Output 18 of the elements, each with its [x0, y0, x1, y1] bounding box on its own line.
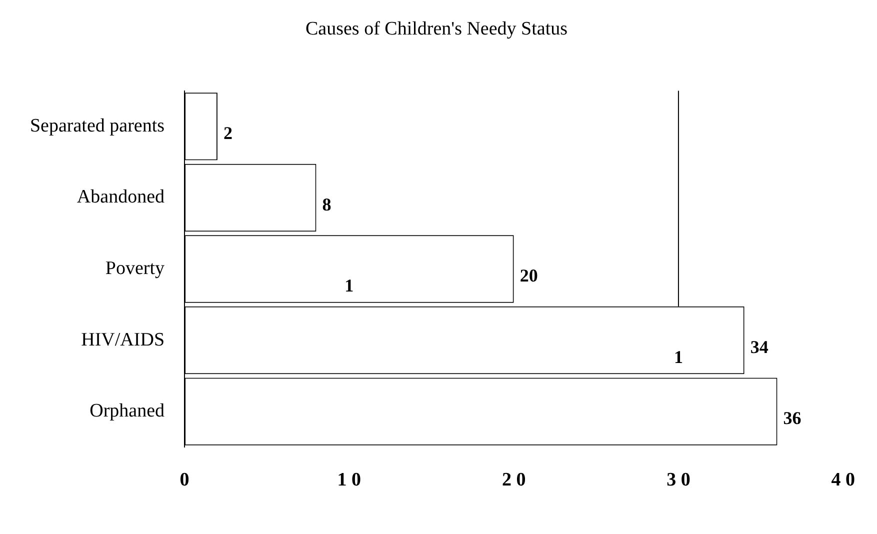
data-label: 2	[223, 123, 232, 144]
x-tick-label: 2 0	[502, 470, 526, 491]
x-tick-label: 3 0	[666, 470, 690, 491]
data-label: 20	[520, 266, 538, 286]
x-tick-label: 0	[180, 470, 190, 491]
y-tick-label: HIV/AIDS	[81, 329, 165, 350]
annotation: 1	[344, 276, 354, 296]
y-tick-label: Orphaned	[90, 400, 166, 422]
x-tick-label: 1 0	[337, 470, 362, 491]
y-tick-label: Abandoned	[76, 186, 166, 208]
data-label: 36	[783, 408, 802, 428]
chart-title: Causes of Children's Needy Status	[305, 18, 568, 40]
y-tick-label: Poverty	[105, 258, 166, 279]
data-label: 8	[322, 194, 332, 214]
x-tick-label: 4 0	[831, 470, 855, 491]
y-tick-label: Separated parents	[30, 115, 165, 136]
data-label: 34	[750, 336, 768, 357]
annotation: 1	[674, 346, 683, 367]
